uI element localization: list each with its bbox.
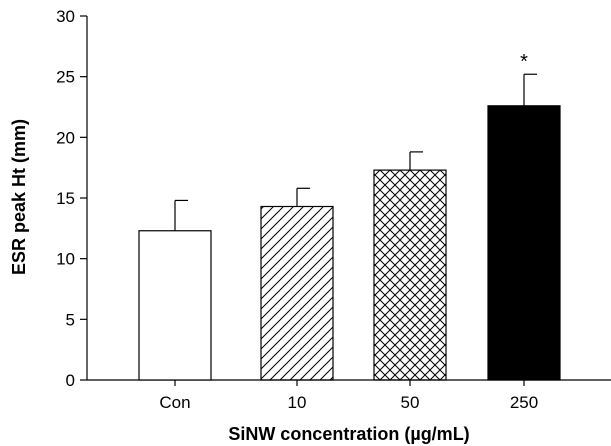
x-tick-label: 50 bbox=[401, 393, 420, 412]
y-axis-title: ESR peak Ht (mm) bbox=[9, 119, 29, 275]
x-axis-title: SiNW concentration (µg/mL) bbox=[228, 424, 469, 444]
y-tick-label: 30 bbox=[56, 7, 75, 26]
bar-50 bbox=[373, 169, 447, 381]
y-tick-label: 10 bbox=[56, 250, 75, 269]
x-tick-label: Con bbox=[159, 393, 190, 412]
y-tick-label: 5 bbox=[66, 310, 75, 329]
y-tick-label: 15 bbox=[56, 189, 75, 208]
x-tick-label: 10 bbox=[288, 393, 307, 412]
y-tick-label: 20 bbox=[56, 128, 75, 147]
bar-Con bbox=[138, 230, 212, 381]
bar-10 bbox=[260, 205, 334, 381]
y-tick-label: 0 bbox=[66, 371, 75, 390]
y-tick-label: 25 bbox=[56, 68, 75, 87]
bar-250 bbox=[487, 105, 561, 381]
significance-marker: * bbox=[520, 51, 528, 73]
x-tick-label: 250 bbox=[510, 393, 538, 412]
